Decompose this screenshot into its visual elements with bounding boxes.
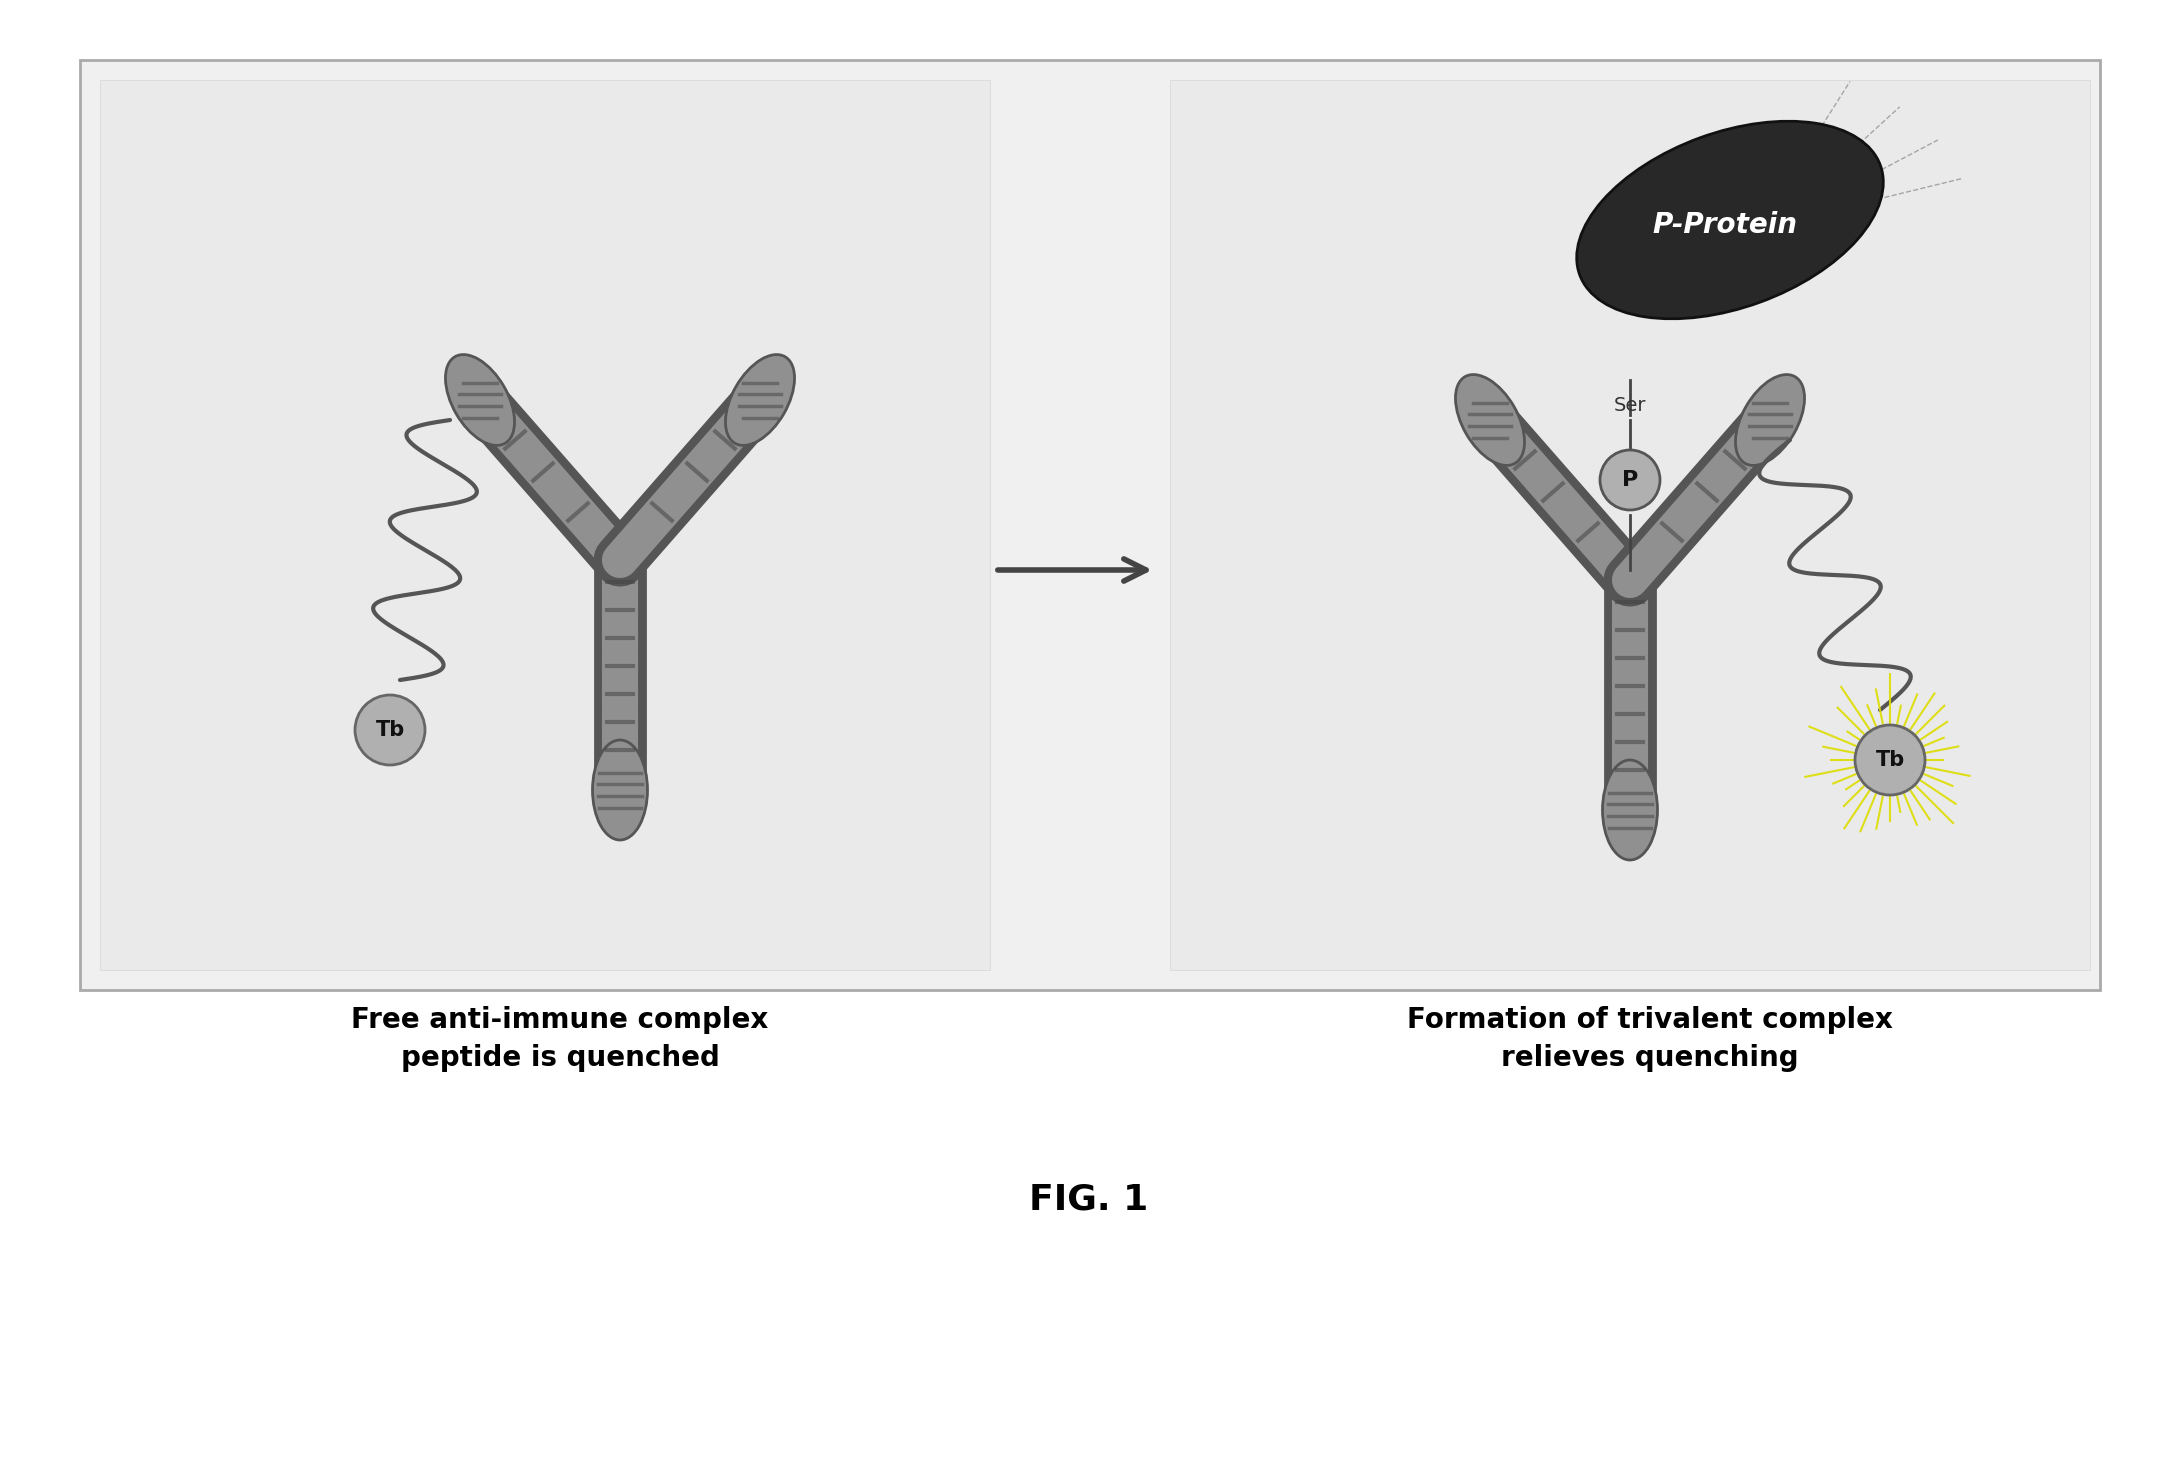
Ellipse shape	[1603, 759, 1657, 860]
Bar	[81, 60, 2100, 990]
Text: Tb: Tb	[1875, 751, 1904, 770]
Ellipse shape	[1577, 121, 1884, 319]
Circle shape	[355, 695, 425, 765]
Ellipse shape	[446, 354, 514, 445]
Bar	[100, 80, 991, 970]
Ellipse shape	[1455, 375, 1525, 465]
Circle shape	[1601, 451, 1660, 511]
Text: Free anti-immune complex: Free anti-immune complex	[351, 1007, 769, 1034]
Ellipse shape	[1736, 375, 1806, 465]
Text: P-Protein: P-Protein	[1653, 211, 1797, 238]
Ellipse shape	[592, 740, 647, 840]
Text: Ser: Ser	[1614, 395, 1647, 414]
Text: FIG. 1: FIG. 1	[1030, 1184, 1148, 1217]
Text: Formation of trivalent complex: Formation of trivalent complex	[1407, 1007, 1893, 1034]
Text: relieves quenching: relieves quenching	[1501, 1045, 1799, 1072]
Circle shape	[1856, 726, 1925, 794]
Text: P: P	[1623, 470, 1638, 490]
Text: peptide is quenched: peptide is quenched	[401, 1045, 719, 1072]
Ellipse shape	[725, 354, 795, 445]
Text: Tb: Tb	[375, 720, 405, 740]
Bar	[1170, 80, 2091, 970]
